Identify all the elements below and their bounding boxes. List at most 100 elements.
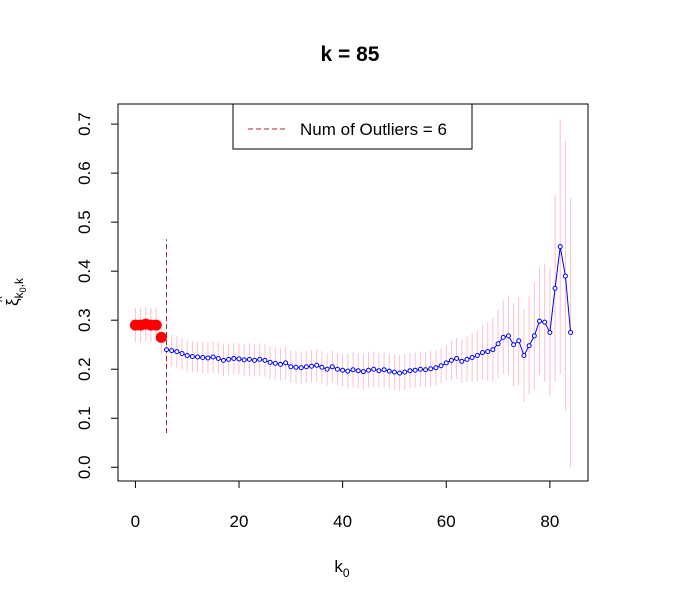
- x-tick-label: 0: [131, 512, 140, 531]
- estimate-point: [283, 360, 289, 366]
- chart-title: k = 85: [321, 43, 380, 66]
- x-tick-label: 60: [437, 512, 456, 531]
- estimate-point: [495, 341, 501, 347]
- estimate-point: [340, 367, 346, 373]
- estimate-point: [288, 364, 294, 370]
- estimate-point: [324, 366, 330, 372]
- x-label-sub: 0: [343, 566, 350, 580]
- estimate-point: [505, 333, 511, 339]
- estimate-point: [220, 357, 226, 363]
- estimate-point: [485, 349, 491, 355]
- y-tick-label: 0.4: [75, 259, 94, 283]
- estimate-point: [454, 355, 460, 361]
- estimate-point: [386, 368, 392, 374]
- estimate-point: [526, 343, 532, 349]
- estimate-point: [246, 356, 252, 362]
- estimate-point: [464, 356, 470, 362]
- estimate-point: [552, 285, 558, 291]
- estimate-point: [521, 352, 527, 358]
- estimate-point: [448, 357, 454, 363]
- estimate-point: [231, 355, 237, 361]
- estimate-point: [568, 329, 574, 335]
- estimate-point: [303, 364, 309, 370]
- estimate-point: [345, 368, 351, 374]
- estimate-point: [272, 360, 278, 366]
- estimate-point: [428, 366, 434, 372]
- y-tick-label: 0.2: [75, 357, 94, 381]
- estimate-point: [511, 342, 517, 348]
- estimate-point: [537, 318, 543, 324]
- estimate-point: [257, 356, 263, 362]
- estimate-point: [169, 348, 175, 354]
- estimate-point: [366, 367, 372, 373]
- estimate-point: [215, 355, 221, 361]
- estimate-point: [480, 350, 486, 356]
- y-tick-label: 0.6: [75, 161, 94, 185]
- estimate-point: [391, 369, 397, 375]
- x-tick-label: 80: [540, 512, 559, 531]
- estimate-point: [189, 353, 195, 359]
- estimate-point: [407, 368, 413, 374]
- estimate-point: [459, 358, 465, 364]
- y-tick-label: 0.7: [75, 112, 94, 136]
- estimate-point: [184, 352, 190, 358]
- estimate-point: [277, 361, 283, 367]
- y-tick-label: 0.3: [75, 308, 94, 332]
- y-tick-label: 0.0: [75, 455, 94, 479]
- estimate-point: [163, 347, 169, 353]
- estimate-point: [309, 363, 315, 369]
- estimate-point: [412, 367, 418, 373]
- estimate-point: [381, 367, 387, 373]
- estimate-point: [417, 366, 423, 372]
- estimate-point: [174, 349, 180, 355]
- estimate-point: [262, 357, 268, 363]
- y-tick-label: 0.1: [75, 406, 94, 430]
- estimate-point: [200, 354, 206, 360]
- estimate-point: [267, 359, 273, 365]
- estimate-point: [329, 364, 335, 370]
- estimate-point: [397, 370, 403, 376]
- estimate-point: [236, 356, 242, 362]
- estimate-point: [557, 244, 563, 250]
- y-label-hat: ^: [0, 296, 9, 302]
- estimate-point: [298, 365, 304, 371]
- estimate-point: [376, 368, 382, 374]
- estimate-point: [371, 366, 377, 372]
- estimate-point: [355, 368, 361, 374]
- estimate-point: [542, 319, 548, 325]
- y-label-subsub: 0: [18, 287, 28, 292]
- estimate-point: [516, 338, 522, 344]
- y-tick-label: 0.5: [75, 210, 94, 234]
- y-label-text: ξk0,k: [3, 277, 28, 306]
- legend: Num of Outliers = 6: [232, 103, 473, 150]
- estimate-point: [562, 273, 568, 279]
- estimate-point: [443, 360, 449, 366]
- y-label-subrest: ,k: [12, 277, 26, 287]
- estimate-point: [179, 351, 185, 357]
- estimate-point: [500, 334, 506, 340]
- outlier-point: [155, 331, 167, 343]
- estimate-point: [433, 365, 439, 371]
- estimate-point: [474, 352, 480, 358]
- estimate-point: [334, 366, 340, 372]
- legend-label: Num of Outliers = 6: [300, 120, 447, 139]
- y-label-main: ξ: [3, 298, 22, 306]
- x-label-main: k: [334, 557, 343, 576]
- y-axis-label: ξk0,k ^: [0, 277, 28, 306]
- x-tick-label: 40: [333, 512, 352, 531]
- outlier-point: [150, 319, 162, 331]
- estimate-point: [490, 347, 496, 353]
- estimate-point: [360, 369, 366, 375]
- estimate-point: [531, 333, 537, 339]
- x-tick-label: 20: [230, 512, 249, 531]
- estimate-point: [195, 354, 201, 360]
- estimate-point: [402, 369, 408, 375]
- estimate-point: [469, 354, 475, 360]
- estimate-point: [319, 364, 325, 370]
- estimate-point: [438, 363, 444, 369]
- estimate-point: [293, 364, 299, 370]
- y-label-sub: k: [12, 291, 26, 298]
- estimate-point: [350, 367, 356, 373]
